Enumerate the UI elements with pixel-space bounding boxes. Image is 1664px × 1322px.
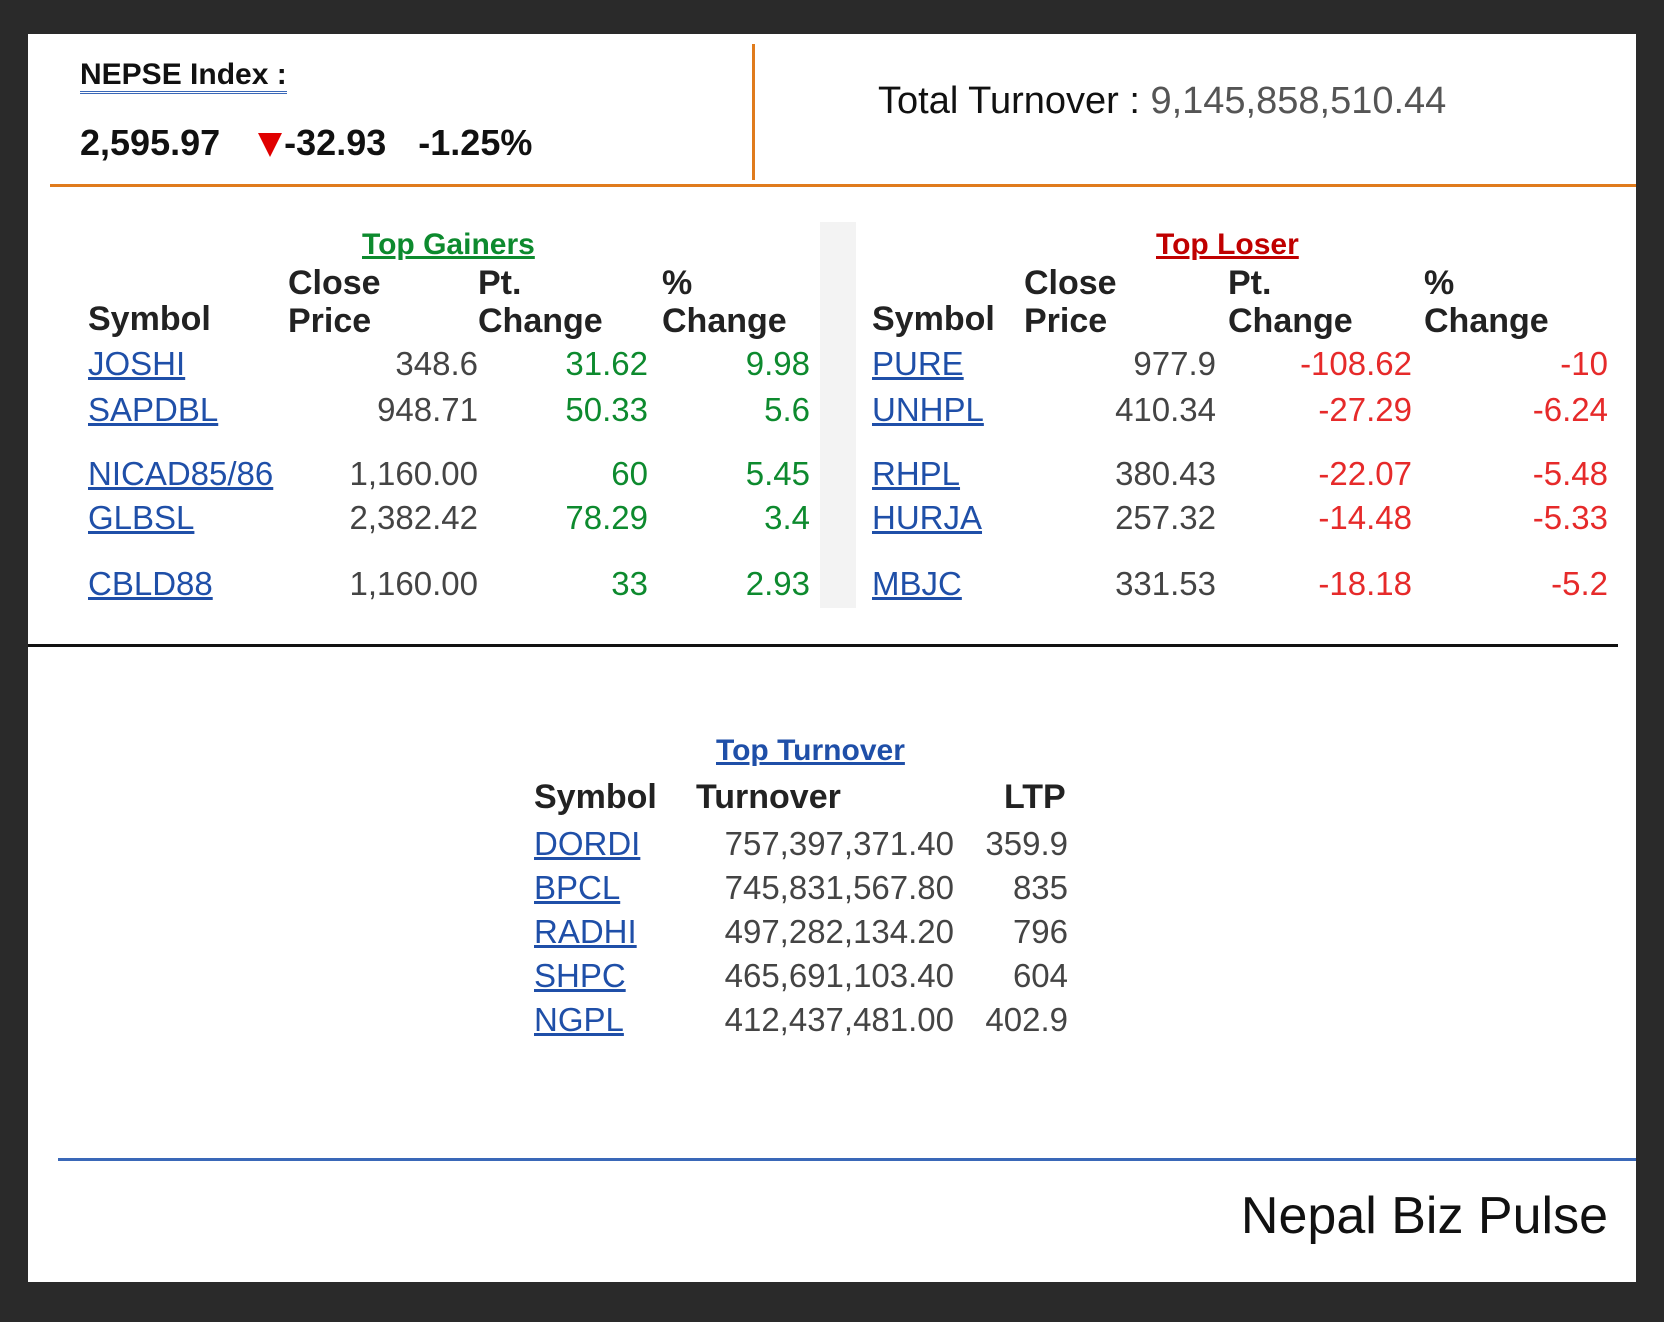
gainers-header-symbol: Symbol (88, 300, 211, 338)
gainers-symbol-link[interactable]: GLBSL (88, 499, 195, 536)
losers-header-pc-line1: % (1424, 264, 1455, 302)
losers-pt: -27.29 (1318, 391, 1412, 428)
losers-close: 380.43 (1115, 455, 1216, 492)
gainers-header-pt: Pt. Change (478, 264, 603, 340)
turnover-value: 497,282,134.20 (724, 913, 954, 950)
turnover-header-turnover: Turnover (696, 778, 841, 816)
losers-symbol-link[interactable]: PURE (872, 345, 964, 382)
losers-close: 977.9 (1133, 345, 1216, 382)
gainers-header-pc-line1: % (662, 264, 693, 302)
gainers-close: 1,160.00 (349, 455, 478, 492)
losers-pt: -22.07 (1318, 455, 1412, 492)
losers-header-close-line2: Price (1024, 302, 1108, 340)
down-triangle-icon (258, 133, 283, 158)
top-turnover-title[interactable]: Top Turnover (716, 734, 905, 767)
gainers-symbol-link[interactable]: SAPDBL (88, 391, 219, 428)
gainers-pt: 33 (611, 565, 648, 602)
gainers-pc: 2.93 (745, 565, 810, 602)
turnover-symbol-link[interactable]: BPCL (534, 869, 621, 906)
losers-header-close-line1: Close (1024, 264, 1117, 302)
total-turnover-value: 9,145,858,510.44 (1150, 80, 1447, 122)
losers-symbol-link[interactable]: HURJA (872, 499, 983, 536)
losers-symbol-link[interactable]: RHPL (872, 455, 961, 492)
gainers-pt: 31.62 (565, 345, 648, 382)
losers-header-pc: % Change (1424, 264, 1549, 340)
turnover-value: 412,437,481.00 (724, 1001, 954, 1038)
gainers-close: 948.71 (377, 391, 478, 428)
losers-symbol-link[interactable]: MBJC (872, 565, 962, 602)
turnover-value: 757,397,371.40 (724, 825, 954, 862)
nepse-change: -32.93 (284, 122, 387, 163)
losers-header-pt-line2: Change (1228, 302, 1353, 340)
gainers-close: 1,160.00 (349, 565, 478, 602)
nepse-values: 2,595.97 -32.93 -1.25% (80, 122, 532, 164)
turnover-value: 465,691,103.40 (724, 957, 954, 994)
turnover-ltp: 359.9 (985, 825, 1068, 862)
gainers-pt: 78.29 (565, 499, 648, 536)
gainers-header-pc: % Change (662, 264, 787, 340)
brand-name: Nepal Biz Pulse (1240, 1187, 1608, 1245)
gainers-header-pt-line1: Pt. (478, 264, 522, 302)
turnover-header-symbol: Symbol (534, 778, 657, 816)
turnover-symbol-link[interactable]: RADHI (534, 913, 637, 950)
losers-close: 257.32 (1115, 499, 1216, 536)
gainers-pt: 50.33 (565, 391, 648, 428)
header-rule (50, 184, 1636, 187)
top-gainers-title[interactable]: Top Gainers (362, 228, 535, 261)
losers-header-pc-line2: Change (1424, 302, 1549, 340)
losers-pc: -5.33 (1532, 499, 1608, 536)
report-sheet: NEPSE Index : 2,595.97 -32.93 -1.25% Tot… (28, 34, 1636, 1282)
gainers-symbol-link[interactable]: CBLD88 (88, 565, 213, 602)
turnover-ltp: 835 (1012, 869, 1068, 906)
turnover-symbol-link[interactable]: SHPC (534, 957, 626, 994)
gainers-header-pt-line2: Change (478, 302, 603, 340)
losers-header-pt-line1: Pt. (1228, 264, 1272, 302)
losers-pt: -18.18 (1318, 565, 1412, 602)
gainers-header-close-line2: Price (288, 302, 372, 340)
gainers-pc: 5.45 (745, 455, 810, 492)
gainers-pc: 3.4 (764, 499, 810, 536)
gainers-close: 348.6 (395, 345, 478, 382)
losers-pc: -5.48 (1532, 455, 1608, 492)
gainers-header-close-line1: Close (288, 264, 381, 302)
losers-pt: -108.62 (1300, 345, 1412, 382)
losers-close: 331.53 (1115, 565, 1216, 602)
losers-header-symbol: Symbol (872, 300, 995, 338)
turnover-ltp: 796 (1012, 913, 1068, 950)
losers-symbol-link[interactable]: UNHPL (872, 391, 984, 428)
gainers-symbol-link[interactable]: NICAD85/86 (88, 455, 274, 492)
footer-rule (58, 1158, 1636, 1161)
total-turnover-label: Total Turnover : (878, 80, 1140, 122)
gainers-symbol-link[interactable]: JOSHI (88, 345, 186, 382)
losers-pt: -14.48 (1318, 499, 1412, 536)
nepse-value: 2,595.97 (80, 122, 221, 163)
losers-pc: -6.24 (1532, 391, 1608, 428)
total-turnover: Total Turnover : 9,145,858,510.44 (878, 80, 1446, 123)
turnover-header-ltp: LTP (1004, 778, 1066, 816)
gainers-pc: 9.98 (745, 345, 810, 382)
turnover-value: 745,831,567.80 (724, 869, 954, 906)
losers-header-pt: Pt. Change (1228, 264, 1353, 340)
losers-header-close: Close Price (1024, 264, 1117, 340)
gainers-pt: 60 (611, 455, 648, 492)
losers-pc: -10 (1560, 345, 1608, 382)
losers-pc: -5.2 (1551, 565, 1608, 602)
nepse-percent: -1.25% (418, 122, 533, 163)
gainers-header-pc-line2: Change (662, 302, 787, 340)
turnover-ltp: 402.9 (985, 1001, 1068, 1038)
nepse-label-text: NEPSE Index : (80, 58, 287, 94)
turnover-symbol-link[interactable]: DORDI (534, 825, 641, 862)
table-gap (820, 222, 856, 608)
gainers-header-close: Close Price (288, 264, 381, 340)
turnover-ltp: 604 (1012, 957, 1068, 994)
header-divider (752, 44, 755, 180)
top-loser-title[interactable]: Top Loser (1156, 228, 1299, 261)
nepse-label: NEPSE Index : (80, 58, 287, 94)
turnover-symbol-link[interactable]: NGPL (534, 1001, 624, 1038)
section-rule (28, 644, 1618, 647)
losers-close: 410.34 (1115, 391, 1216, 428)
gainers-close: 2,382.42 (349, 499, 478, 536)
gainers-pc: 5.6 (764, 391, 810, 428)
